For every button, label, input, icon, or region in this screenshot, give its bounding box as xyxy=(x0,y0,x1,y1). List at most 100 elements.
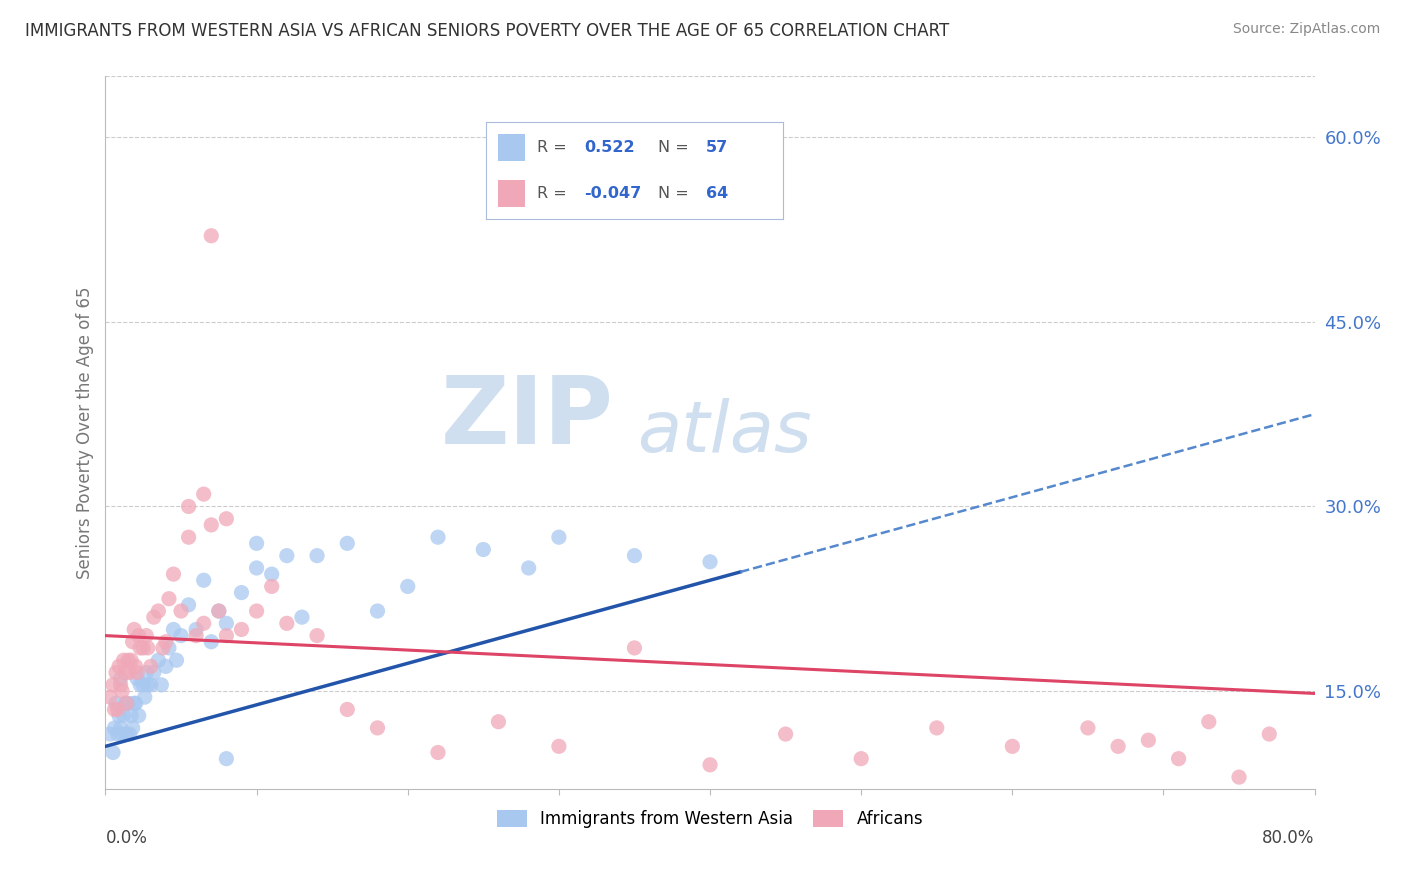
Point xyxy=(121,721,143,735)
Point xyxy=(139,659,162,673)
Point xyxy=(107,702,129,716)
Point xyxy=(157,640,180,655)
Point xyxy=(103,721,125,735)
Point xyxy=(118,727,141,741)
Point xyxy=(170,629,193,643)
Point xyxy=(108,708,131,723)
Point xyxy=(148,653,170,667)
Point xyxy=(699,555,721,569)
Point xyxy=(111,684,134,698)
Point xyxy=(132,640,155,655)
Point xyxy=(307,629,329,643)
Point xyxy=(231,623,253,637)
Y-axis label: Seniors Poverty Over the Age of 65: Seniors Poverty Over the Age of 65 xyxy=(76,286,94,579)
Point xyxy=(200,517,222,532)
Point xyxy=(101,678,124,692)
Point xyxy=(148,604,170,618)
Point xyxy=(200,228,222,243)
Point xyxy=(186,623,208,637)
Point xyxy=(124,696,148,710)
Point xyxy=(699,757,721,772)
Point xyxy=(152,640,174,655)
Point xyxy=(105,696,128,710)
Point xyxy=(775,727,797,741)
Point xyxy=(129,678,152,692)
Point xyxy=(260,579,283,593)
Point xyxy=(142,665,165,680)
Point xyxy=(101,746,124,760)
Point xyxy=(548,530,571,544)
Point xyxy=(396,579,419,593)
Point xyxy=(366,721,388,735)
Text: 0.0%: 0.0% xyxy=(105,829,148,847)
Point xyxy=(366,604,388,618)
Point xyxy=(105,665,128,680)
Point xyxy=(246,561,269,575)
Point xyxy=(623,549,645,563)
Point xyxy=(122,696,145,710)
Point xyxy=(122,623,145,637)
Point xyxy=(127,665,149,680)
Point xyxy=(135,629,157,643)
Point xyxy=(186,629,208,643)
Point xyxy=(98,690,121,705)
Point xyxy=(208,604,231,618)
Point xyxy=(200,634,222,648)
Point xyxy=(157,591,180,606)
Point xyxy=(128,708,150,723)
Point xyxy=(193,574,215,588)
Point xyxy=(246,536,269,550)
Point xyxy=(162,623,184,637)
Point xyxy=(120,653,142,667)
Point xyxy=(427,746,450,760)
Point xyxy=(117,653,139,667)
Point xyxy=(488,714,510,729)
Point xyxy=(849,752,872,766)
Point xyxy=(136,640,159,655)
Point xyxy=(112,653,135,667)
Point xyxy=(112,708,135,723)
Point xyxy=(166,653,188,667)
Point xyxy=(291,610,314,624)
Point xyxy=(108,659,131,673)
Point xyxy=(1077,721,1099,735)
Point xyxy=(177,500,200,514)
Point xyxy=(517,561,540,575)
Text: IMMIGRANTS FROM WESTERN ASIA VS AFRICAN SENIORS POVERTY OVER THE AGE OF 65 CORRE: IMMIGRANTS FROM WESTERN ASIA VS AFRICAN … xyxy=(25,22,949,40)
Point xyxy=(336,536,359,550)
Text: ZIP: ZIP xyxy=(440,372,613,465)
Legend: Immigrants from Western Asia, Africans: Immigrants from Western Asia, Africans xyxy=(491,803,929,835)
Point xyxy=(128,629,150,643)
Point xyxy=(132,678,155,692)
Point xyxy=(107,727,129,741)
Point xyxy=(193,487,215,501)
Point xyxy=(155,634,177,648)
Point xyxy=(110,721,132,735)
Point xyxy=(98,727,121,741)
Point xyxy=(115,727,138,741)
Point xyxy=(1107,739,1129,754)
Point xyxy=(114,665,136,680)
Point xyxy=(215,629,238,643)
Point xyxy=(139,678,162,692)
Point xyxy=(336,702,359,716)
Point xyxy=(1137,733,1160,747)
Point xyxy=(1198,714,1220,729)
Point xyxy=(925,721,948,735)
Point xyxy=(177,598,200,612)
Point xyxy=(118,665,141,680)
Text: Source: ZipAtlas.com: Source: ZipAtlas.com xyxy=(1233,22,1381,37)
Point xyxy=(127,672,149,686)
Point xyxy=(548,739,571,754)
Point xyxy=(307,549,329,563)
Point xyxy=(215,752,238,766)
Point xyxy=(134,690,156,705)
Point xyxy=(472,542,495,557)
Point xyxy=(215,512,238,526)
Point xyxy=(121,634,143,648)
Point xyxy=(427,530,450,544)
Text: 80.0%: 80.0% xyxy=(1263,829,1315,847)
Point xyxy=(136,678,159,692)
Point xyxy=(135,665,157,680)
Point xyxy=(155,659,177,673)
